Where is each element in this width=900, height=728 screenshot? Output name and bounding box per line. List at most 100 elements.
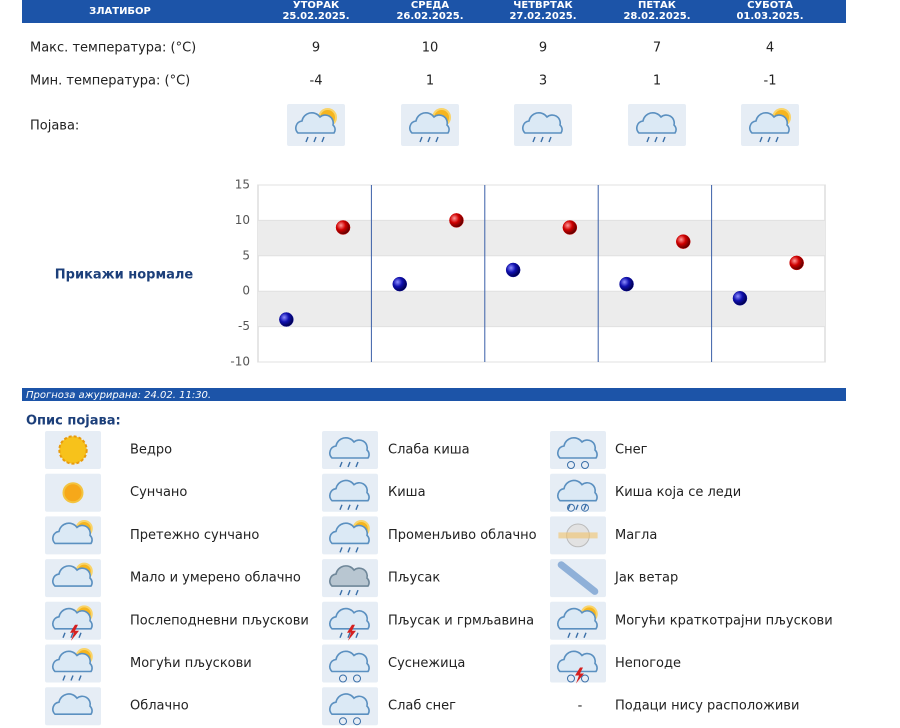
weather-icon	[628, 104, 686, 146]
rain	[78, 675, 82, 681]
cloud	[52, 693, 93, 716]
rain	[78, 632, 82, 639]
legend-label: Снег	[615, 443, 648, 458]
sun	[58, 435, 88, 465]
point	[562, 220, 578, 235]
rain	[540, 136, 544, 143]
temperature: 10	[422, 41, 439, 56]
cloud	[557, 607, 598, 630]
weather-icon	[741, 104, 799, 146]
rain	[575, 504, 579, 510]
legend-label: Променљиво облачно	[388, 528, 537, 543]
snow	[567, 503, 575, 512]
weather-icon	[287, 104, 345, 146]
rain	[62, 675, 66, 681]
y-tick-label: 5	[242, 248, 250, 262]
grid-band	[258, 220, 825, 256]
bolt	[347, 624, 356, 641]
cloud	[52, 607, 93, 630]
point	[279, 312, 294, 327]
cloud	[52, 522, 93, 545]
rain	[313, 136, 317, 143]
legend-label: Суснежица	[388, 656, 465, 671]
rain	[355, 461, 359, 468]
rain	[355, 504, 359, 510]
rain	[339, 461, 343, 468]
rain	[339, 632, 343, 639]
cloud	[52, 565, 93, 587]
legend-label: Киша	[388, 485, 426, 500]
show-normals[interactable]: Прикажи нормале	[55, 268, 194, 283]
point	[789, 255, 804, 271]
updated-bar	[22, 388, 846, 401]
rain	[583, 504, 587, 510]
rain	[347, 504, 351, 510]
legend-label: Могући пљускови	[130, 656, 252, 671]
weather-icon	[550, 559, 606, 598]
temperature: 1	[426, 74, 434, 89]
rain	[347, 547, 351, 553]
cloud	[522, 112, 563, 134]
rain	[435, 136, 439, 143]
legend-label: Пљусак и грмљавина	[388, 613, 534, 628]
rain	[775, 136, 779, 143]
snow	[567, 461, 575, 469]
legend-label: Сунчано	[130, 485, 187, 500]
rain	[427, 136, 431, 143]
weather-icon	[322, 644, 378, 683]
snow	[339, 717, 347, 726]
rain	[759, 136, 763, 143]
day-name: ЧЕТВРТАК	[513, 0, 573, 11]
point	[392, 276, 407, 292]
cloud	[295, 112, 336, 134]
legend-label: Киша која се леди	[615, 485, 741, 500]
rain	[575, 632, 579, 639]
snow	[353, 674, 361, 683]
legend-label: Ведро	[130, 443, 172, 458]
rain	[583, 632, 587, 639]
cloud	[329, 522, 370, 545]
weather-icon	[514, 104, 572, 146]
rain	[70, 632, 74, 639]
updated: Прогноза ажурирана: 24.02. 11:30.	[26, 390, 211, 401]
rain	[347, 461, 351, 468]
rain	[654, 136, 658, 143]
cloud	[329, 693, 370, 716]
cloud	[329, 437, 370, 459]
snow	[567, 674, 575, 683]
day-name: СУБОТА	[747, 0, 793, 11]
temperature: 7	[653, 41, 661, 56]
fog	[558, 532, 598, 539]
rain	[62, 632, 66, 639]
legend-label: Пљусак	[388, 571, 440, 586]
rain	[339, 589, 343, 596]
point	[449, 213, 464, 228]
weather-icon	[550, 601, 606, 640]
legend-label: Претежно сунчано	[130, 528, 259, 543]
row-label: Мин. температура: (°C)	[30, 74, 190, 89]
legend-label: Магла	[615, 528, 657, 543]
rain	[339, 504, 343, 510]
cloud	[557, 650, 598, 673]
weather-icon	[322, 473, 378, 512]
rain	[70, 675, 74, 681]
weather-icon	[45, 601, 101, 641]
day-date: 27.02.2025.	[509, 11, 576, 22]
weather-icon	[45, 516, 101, 555]
snow	[581, 461, 589, 469]
weather-icon	[550, 644, 606, 684]
weather-icon	[322, 431, 378, 469]
day-date: 01.03.2025.	[736, 11, 803, 22]
point	[505, 262, 521, 278]
y-tick-label: 0	[242, 284, 250, 298]
cloud	[52, 650, 93, 673]
temperature: 3	[539, 74, 547, 89]
rain	[567, 504, 571, 510]
weather-icon	[45, 644, 101, 683]
weather-icon	[45, 431, 101, 469]
bolt	[575, 667, 584, 684]
y-tick-label: -5	[238, 319, 250, 333]
rain	[355, 547, 359, 553]
weather-icon	[550, 431, 606, 469]
